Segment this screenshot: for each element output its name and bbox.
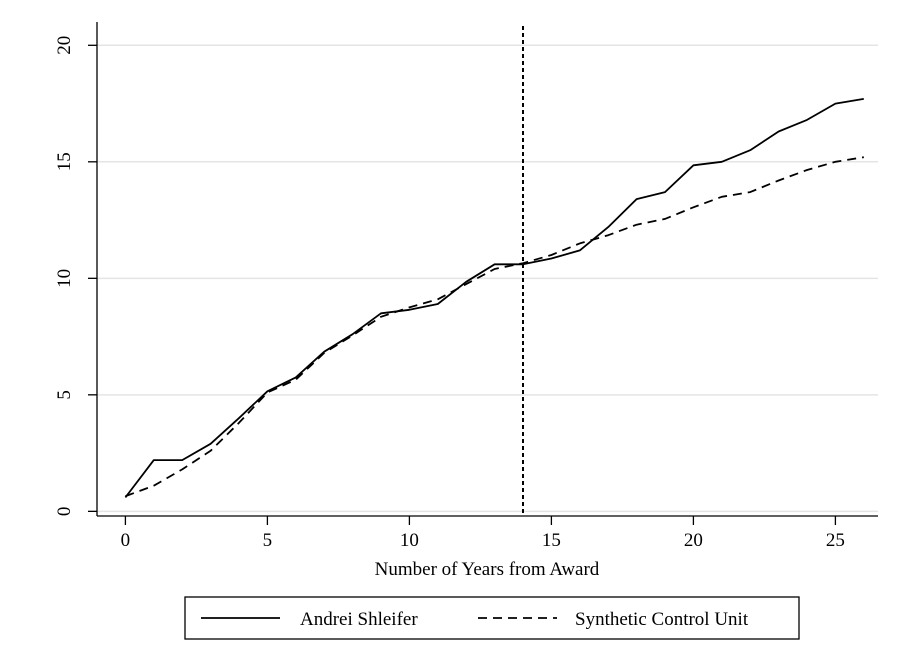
y-tick-label-2: 10 — [54, 269, 75, 288]
y-tick-label-1: 5 — [54, 390, 75, 400]
x-axis-title: Number of Years from Award — [375, 559, 600, 580]
legend-label-0: Andrei Shleifer — [300, 609, 418, 630]
legend-label-1: Synthetic Control Unit — [575, 609, 749, 630]
x-tick-label-5: 25 — [826, 530, 845, 551]
gridlines — [97, 44, 878, 513]
y-tick-label-0: 0 — [54, 507, 75, 516]
x-tick-label-4: 20 — [684, 530, 703, 551]
axes: 0 5 10 15 20 0 5 10 15 20 25 — [54, 22, 878, 551]
x-tick-label-0: 0 — [121, 530, 131, 551]
legend: Andrei Shleifer Synthetic Control Unit — [184, 596, 800, 640]
x-tick-label-1: 5 — [263, 530, 273, 551]
series-lines — [124, 26, 864, 516]
x-tick-label-3: 15 — [542, 530, 561, 551]
y-tick-label-4: 20 — [54, 36, 75, 55]
y-tick-label-3: 15 — [54, 152, 75, 171]
legend-box — [184, 596, 800, 640]
series-line-synthetic-control-unit — [125, 156, 864, 498]
series-line-andrei-shleifer — [124, 98, 864, 498]
x-tick-label-2: 10 — [400, 530, 419, 551]
